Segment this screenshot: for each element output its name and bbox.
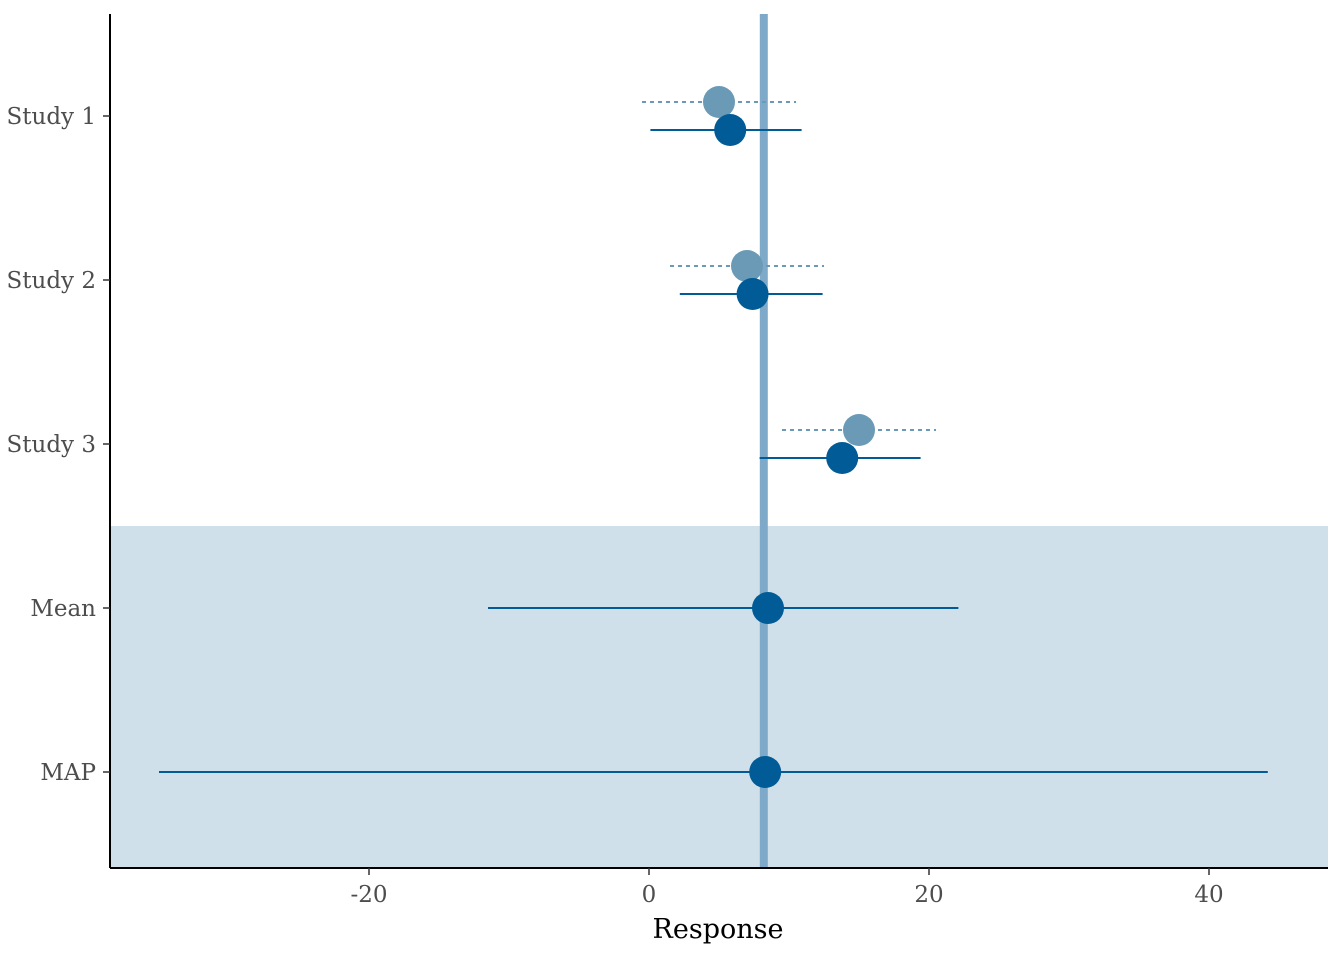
- y-tick-label: Study 1: [7, 104, 96, 130]
- summary-shaded-band: [110, 526, 1328, 868]
- point-solid-map: [749, 756, 782, 788]
- point-dotted-study-2: [731, 250, 763, 282]
- y-tick-label: MAP: [40, 760, 96, 786]
- y-tick-label: Study 2: [7, 268, 96, 294]
- point-solid-study-3: [826, 442, 859, 474]
- x-tick-label: -20: [350, 882, 387, 908]
- point-dotted-study-3: [843, 414, 875, 446]
- point-solid-mean: [752, 592, 784, 624]
- y-tick-label: Study 3: [7, 432, 96, 458]
- point-solid-study-2: [736, 278, 769, 310]
- y-tick-label: Mean: [30, 596, 96, 622]
- point-dotted-study-1: [703, 86, 735, 118]
- x-tick-label: 0: [642, 882, 657, 908]
- x-tick-label: 40: [1194, 882, 1223, 908]
- point-solid-study-1: [714, 114, 747, 146]
- x-tick-label: 20: [914, 882, 943, 908]
- x-axis-title: Response: [653, 914, 784, 945]
